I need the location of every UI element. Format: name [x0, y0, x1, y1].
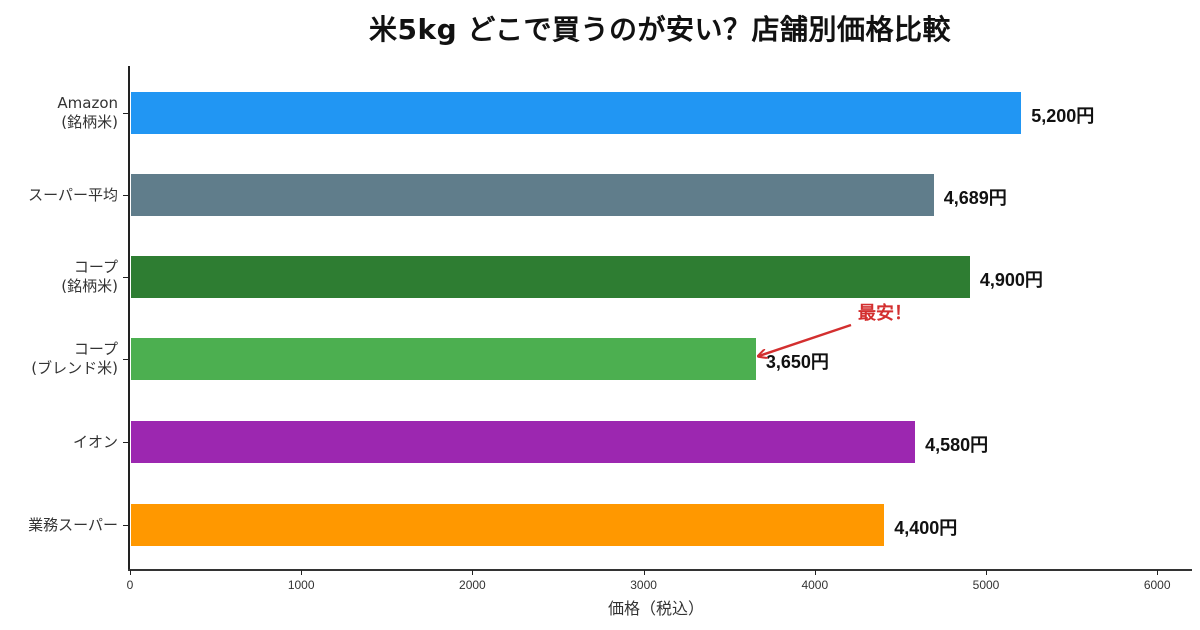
- x-tick: [986, 570, 987, 575]
- x-axis-label: 価格（税込）: [607, 599, 704, 618]
- category-label: 業務スーパー: [28, 515, 118, 534]
- category-label: スーパー平均: [28, 185, 118, 204]
- y-tick: [123, 359, 129, 360]
- x-tick-label: 1000: [287, 578, 315, 592]
- bar-value-label: 4,400円: [894, 518, 958, 538]
- bar: [131, 256, 970, 298]
- x-tick-label: 0: [126, 578, 134, 592]
- bar: [131, 504, 885, 546]
- bar-value-label: 4,580円: [925, 435, 989, 455]
- bar-value-label: 3,650円: [765, 352, 829, 372]
- y-axis-line: [128, 66, 130, 571]
- x-tick-label: 3000: [630, 578, 657, 592]
- x-tick-label: 6000: [1143, 578, 1171, 592]
- x-tick-label: 4000: [801, 578, 829, 592]
- bar: [131, 174, 934, 216]
- x-tick: [814, 570, 816, 575]
- x-tick: [130, 570, 131, 575]
- bar: [131, 338, 756, 380]
- x-tick-label: 2000: [459, 578, 486, 592]
- x-tick: [1157, 570, 1159, 575]
- y-tick: [123, 525, 129, 526]
- bar-value-label: 5,200円: [1031, 106, 1095, 126]
- y-tick: [123, 277, 129, 278]
- category-label: コープ (銘柄米): [61, 258, 118, 295]
- y-tick: [123, 195, 129, 196]
- chart-title: 米5kg どこで買うのが安い？店舗別価格比較: [368, 13, 952, 46]
- y-tick: [123, 113, 129, 114]
- category-label: イオン: [72, 432, 118, 451]
- bar-value-label: 4,689円: [943, 188, 1007, 208]
- x-tick: [301, 570, 303, 575]
- category-label: コープ (ブレンド米): [31, 340, 118, 377]
- x-tick-label: 5000: [972, 578, 1000, 592]
- x-tick: [472, 570, 474, 575]
- cheapest-annotation: 最安！: [858, 303, 912, 324]
- bar: [131, 421, 916, 463]
- bar-value-label: 4,900円: [979, 270, 1043, 290]
- category-label: Amazon (銘柄米): [57, 94, 118, 131]
- y-tick: [123, 442, 129, 443]
- x-tick: [643, 570, 645, 575]
- x-axis-line: [128, 569, 1192, 571]
- bar: [131, 92, 1022, 134]
